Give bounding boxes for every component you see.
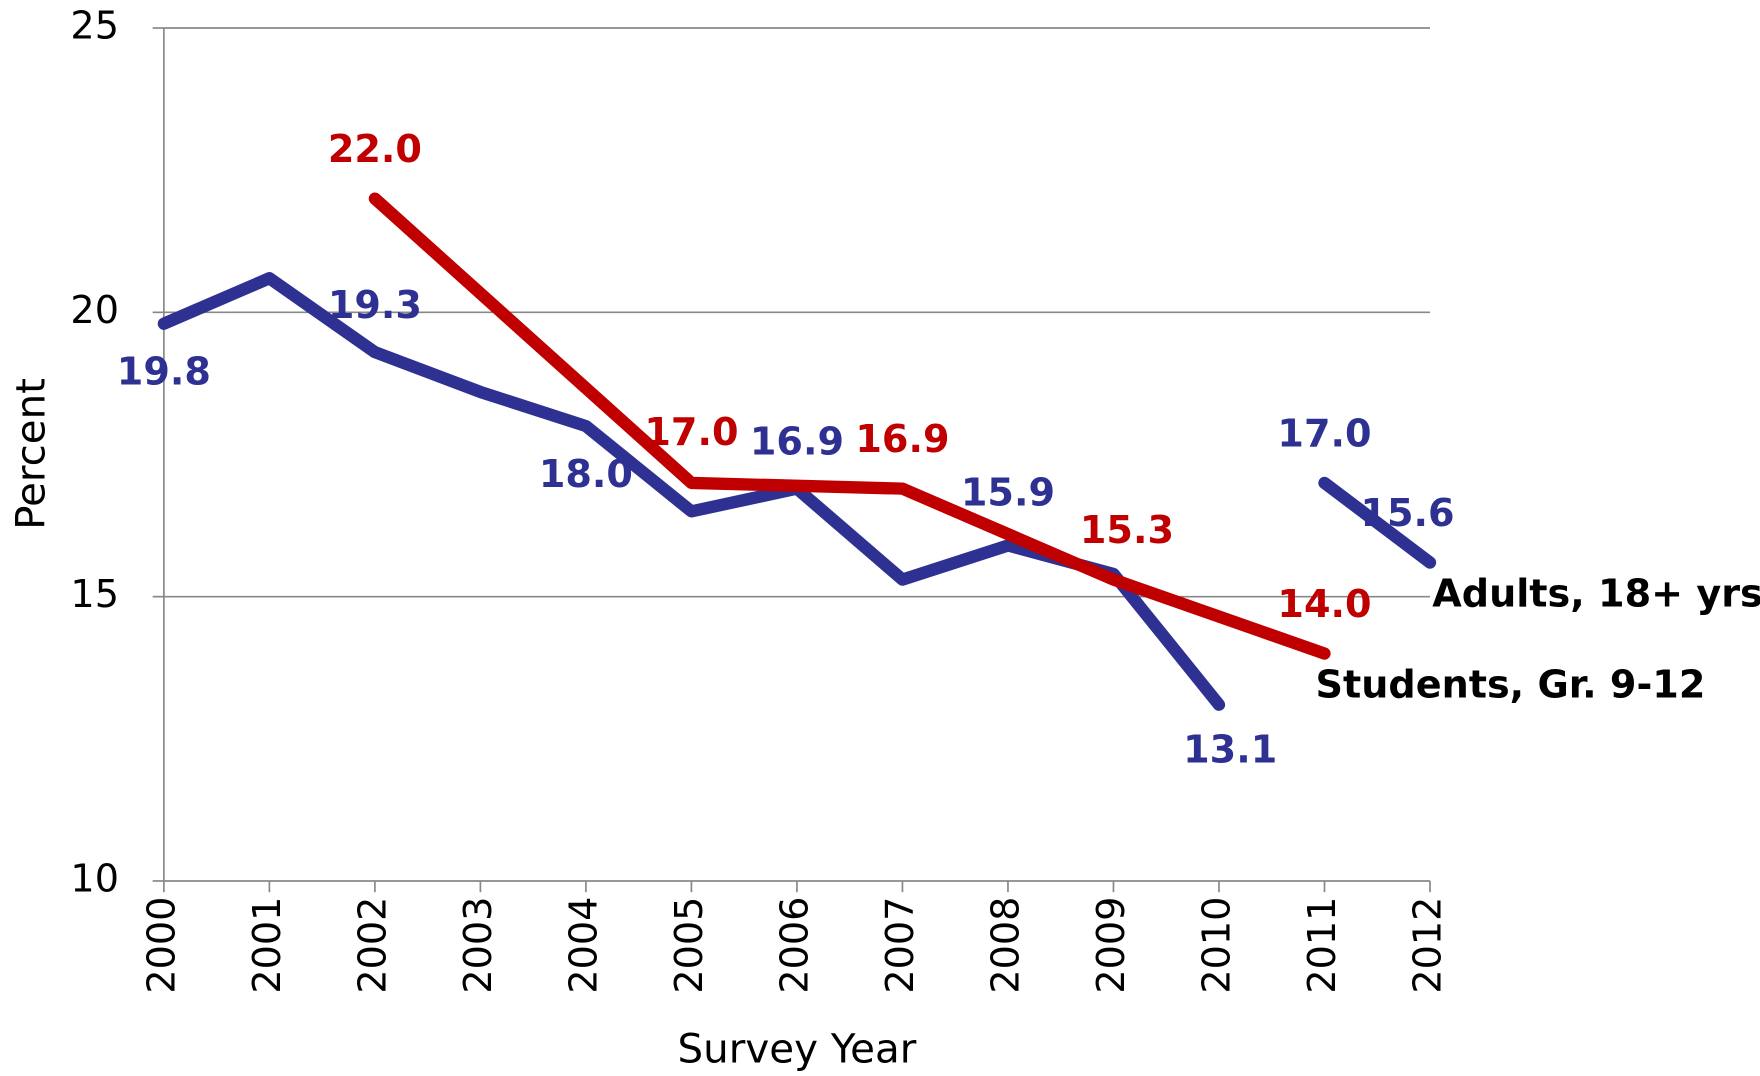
data-label: 22.0 bbox=[328, 127, 422, 171]
data-label: 15.6 bbox=[1360, 491, 1454, 535]
legend-label: Adults, 18+ yrs bbox=[1432, 572, 1760, 616]
y-axis-title: Percent bbox=[8, 378, 55, 530]
data-label: 16.9 bbox=[750, 419, 844, 463]
x-tick-label: 2005 bbox=[667, 897, 711, 994]
series-line bbox=[1318, 476, 1437, 569]
x-tick-label: 2006 bbox=[772, 897, 816, 994]
y-tick-label: 20 bbox=[70, 288, 119, 332]
y-tick-label: 25 bbox=[70, 4, 119, 48]
data-label: 17.0 bbox=[1277, 411, 1371, 455]
y-tick-label: 10 bbox=[70, 856, 119, 900]
x-tick-label: 2007 bbox=[878, 897, 922, 994]
data-label: 14.0 bbox=[1277, 582, 1371, 626]
data-label: 16.9 bbox=[855, 417, 949, 461]
x-tick-label: 2003 bbox=[456, 897, 500, 994]
data-label: 13.1 bbox=[1183, 727, 1277, 771]
x-tick-label: 2009 bbox=[1089, 897, 1133, 994]
x-tick-label: 2011 bbox=[1300, 897, 1344, 994]
x-tick-label: 2002 bbox=[350, 897, 394, 994]
x-tick-label: 2000 bbox=[139, 897, 183, 994]
data-label: 15.3 bbox=[1080, 508, 1174, 552]
x-axis-title: Survey Year bbox=[678, 1025, 917, 1072]
x-tick-label: 2004 bbox=[561, 897, 605, 994]
data-label: 15.9 bbox=[961, 471, 1055, 515]
data-label: 19.8 bbox=[117, 350, 211, 394]
data-label: 18.0 bbox=[539, 452, 633, 496]
legend-label: Students, Gr. 9-12 bbox=[1316, 663, 1706, 707]
data-label: 19.3 bbox=[328, 283, 422, 327]
series-line bbox=[368, 192, 1331, 660]
x-tick-label: 2010 bbox=[1194, 897, 1238, 994]
x-tick-label: 2008 bbox=[983, 897, 1027, 994]
x-tick-label: 2001 bbox=[245, 897, 289, 994]
data-label: 17.0 bbox=[644, 410, 738, 454]
y-tick-label: 15 bbox=[70, 572, 119, 616]
x-tick-label: 2012 bbox=[1405, 897, 1449, 994]
series-line bbox=[157, 272, 1226, 711]
